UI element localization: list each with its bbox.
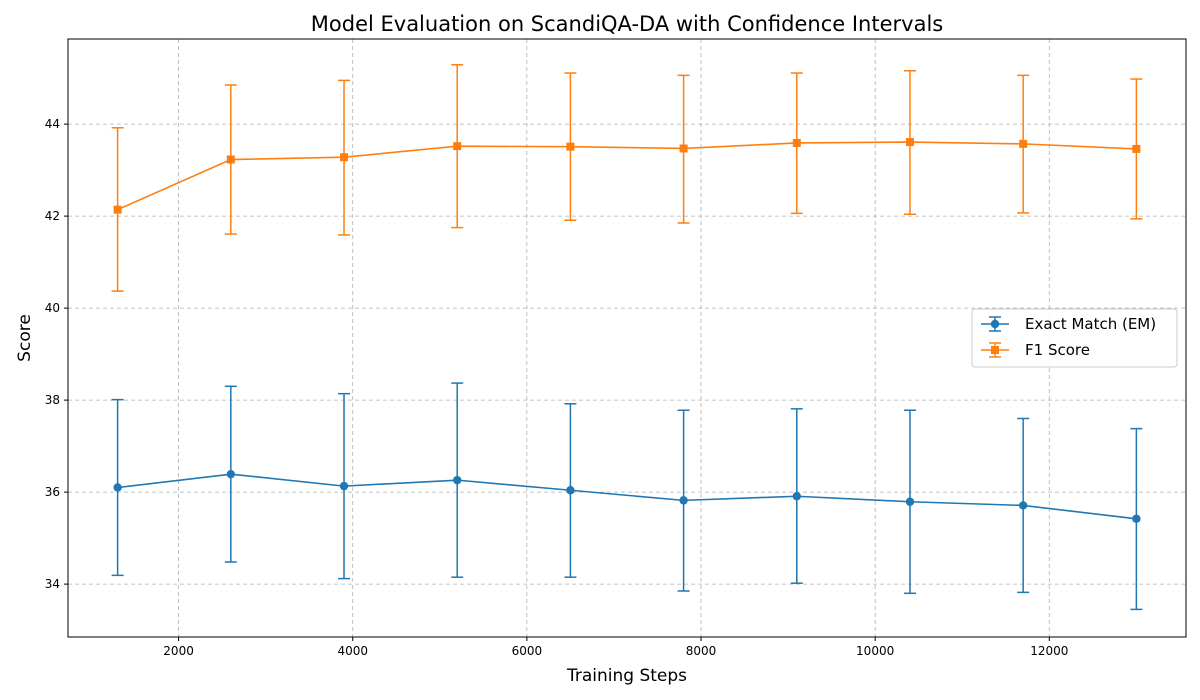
- data-point: [679, 144, 688, 153]
- series-exact-match: [111, 382, 1143, 611]
- x-tick-label: 6000: [512, 644, 543, 658]
- data-point: [566, 486, 575, 495]
- legend-label: F1 Score: [1025, 341, 1090, 359]
- x-tick-label: 12000: [1030, 644, 1068, 658]
- legend-box: [971, 308, 1178, 368]
- data-point: [1132, 514, 1141, 523]
- data-point: [453, 142, 462, 151]
- grid: [68, 39, 1186, 637]
- x-tick-label: 10000: [856, 644, 894, 658]
- x-tick-label: 4000: [337, 644, 368, 658]
- data-point: [453, 475, 462, 485]
- x-tick-label: 2000: [163, 644, 194, 658]
- legend: Exact Match (EM) F1 Score: [971, 308, 1178, 368]
- x-tick-label: 8000: [686, 644, 717, 658]
- data-point: [1019, 139, 1028, 148]
- legend-item: Exact Match (EM): [981, 315, 1156, 333]
- y-tick-label: 40: [45, 301, 60, 315]
- y-axis: 34 36 38 40 42 44: [45, 117, 68, 591]
- series-line: [117, 141, 1137, 211]
- data-point: [226, 155, 235, 164]
- data-point: [792, 492, 801, 501]
- data-point: [1132, 144, 1141, 153]
- series-f1-score: [111, 64, 1143, 292]
- y-tick-label: 38: [45, 393, 60, 407]
- chart-title: Model Evaluation on ScandiQA-DA with Con…: [311, 12, 943, 36]
- data-point: [340, 153, 349, 162]
- legend-marker: [991, 346, 999, 354]
- data-point: [113, 483, 122, 492]
- y-tick-label: 44: [45, 117, 60, 131]
- x-axis-label: Training Steps: [566, 666, 687, 686]
- data-point: [679, 496, 688, 505]
- data-point: [1018, 501, 1028, 510]
- legend-label: Exact Match (EM): [1025, 315, 1156, 333]
- y-tick-label: 34: [45, 577, 60, 591]
- data-point: [905, 497, 915, 506]
- data-point: [226, 469, 236, 479]
- data-point: [339, 481, 349, 491]
- plot-area-frame: [67, 38, 1187, 638]
- data-point: [905, 138, 914, 147]
- x-axis: 2000 4000 6000 8000 10000 12000: [163, 637, 1068, 658]
- legend-marker: [990, 319, 1000, 329]
- y-tick-label: 36: [45, 485, 60, 499]
- series-layer: [111, 64, 1143, 611]
- data-point: [113, 205, 122, 214]
- data-point: [792, 138, 801, 147]
- series-line: [117, 473, 1137, 520]
- legend-item: F1 Score: [981, 341, 1090, 359]
- y-tick-label: 42: [45, 209, 60, 223]
- data-point: [566, 142, 575, 151]
- y-axis-label: Score: [15, 314, 35, 362]
